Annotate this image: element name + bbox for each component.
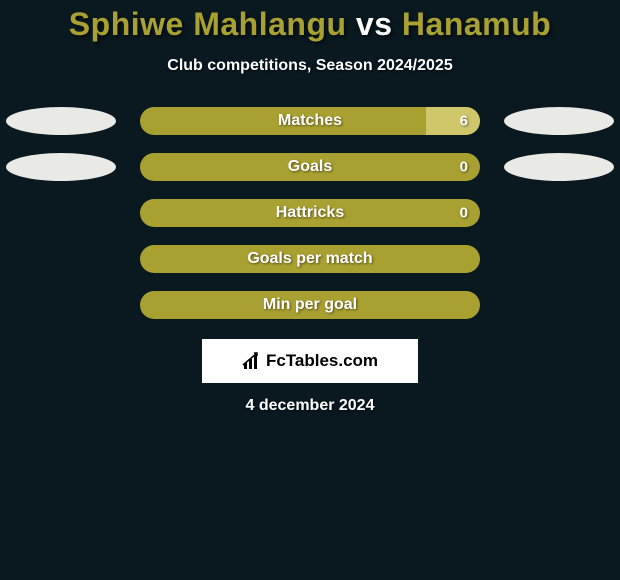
stat-row: Goals per match — [0, 245, 620, 273]
date-label: 4 december 2024 — [0, 397, 620, 415]
stat-right-value: 0 — [460, 205, 468, 222]
stat-bar-fill — [426, 107, 480, 135]
stat-label: Hattricks — [276, 204, 344, 222]
stat-right-value: 0 — [460, 159, 468, 176]
right-spacer — [504, 199, 614, 227]
stat-label: Matches — [278, 112, 342, 130]
stat-row: Matches 6 — [0, 107, 620, 135]
source-logo-text: FcTables.com — [266, 351, 378, 371]
comparison-card: Sphiwe Mahlangu vs Hanamub Club competit… — [0, 0, 620, 415]
left-value-ellipse — [6, 107, 116, 135]
stat-right-value: 6 — [460, 113, 468, 130]
right-value-ellipse — [504, 153, 614, 181]
stat-label: Goals — [288, 158, 332, 176]
stat-label: Goals per match — [247, 250, 372, 268]
stat-row: Goals 0 — [0, 153, 620, 181]
left-spacer — [6, 291, 116, 319]
stat-row: Hattricks 0 — [0, 199, 620, 227]
source-logo-box: FcTables.com — [202, 339, 418, 383]
left-spacer — [6, 199, 116, 227]
stat-row: Min per goal — [0, 291, 620, 319]
title-player-left: Sphiwe Mahlangu — [69, 6, 347, 42]
left-spacer — [6, 245, 116, 273]
stat-bar: Goals 0 — [140, 153, 480, 181]
right-value-ellipse — [504, 107, 614, 135]
title-vs: vs — [347, 6, 402, 42]
stat-label: Min per goal — [263, 296, 357, 314]
left-value-ellipse — [6, 153, 116, 181]
title-player-right: Hanamub — [402, 6, 551, 42]
stat-bar: Hattricks 0 — [140, 199, 480, 227]
stats-list: Matches 6 Goals 0 Hattricks 0 Goals per match M… — [0, 107, 620, 319]
subtitle: Club competitions, Season 2024/2025 — [0, 57, 620, 75]
bar-chart-icon — [242, 351, 262, 371]
page-title: Sphiwe Mahlangu vs Hanamub — [0, 6, 620, 43]
stat-bar: Min per goal — [140, 291, 480, 319]
stat-bar: Matches 6 — [140, 107, 480, 135]
right-spacer — [504, 291, 614, 319]
stat-bar: Goals per match — [140, 245, 480, 273]
right-spacer — [504, 245, 614, 273]
